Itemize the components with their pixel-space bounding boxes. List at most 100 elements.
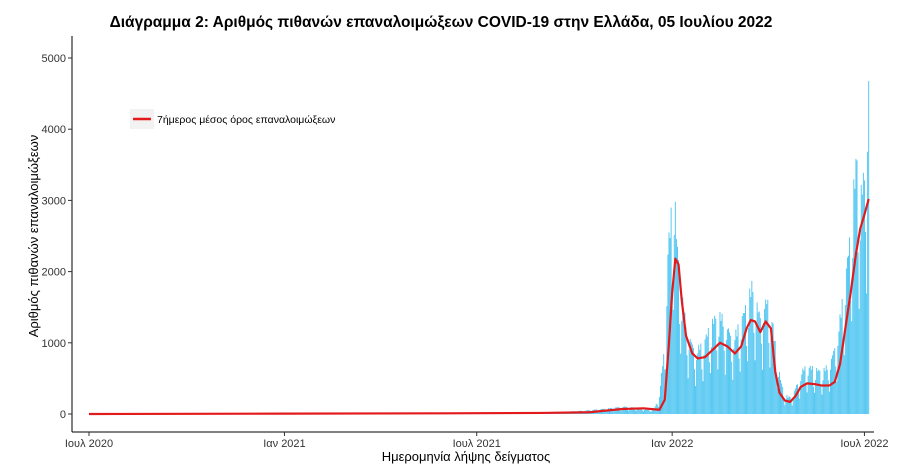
daily-bar — [707, 328, 709, 414]
daily-bar — [747, 361, 749, 414]
daily-bar — [694, 369, 695, 414]
daily-bar — [743, 312, 745, 414]
daily-bar — [727, 328, 729, 414]
daily-bar — [811, 366, 813, 414]
daily-bar — [678, 259, 680, 414]
daily-bar — [735, 329, 737, 414]
daily-bar — [751, 280, 753, 414]
daily-bar — [797, 384, 798, 414]
daily-bar — [866, 293, 868, 414]
daily-bar — [696, 359, 698, 414]
daily-bar — [605, 411, 607, 414]
daily-bar — [753, 332, 755, 414]
daily-bar — [691, 344, 693, 414]
daily-bar — [671, 287, 673, 414]
daily-bar — [723, 350, 725, 414]
daily-bar — [647, 408, 649, 414]
daily-bar — [604, 410, 606, 414]
legend: 7ήμερος μέσος όρος επαναλοιμώξεων — [130, 109, 335, 129]
daily-bar — [688, 349, 690, 414]
y-tick-label: 1000 — [42, 338, 66, 350]
daily-bar — [824, 371, 826, 414]
daily-bar — [805, 383, 807, 414]
daily-bar — [658, 396, 660, 414]
daily-bar — [757, 312, 759, 414]
daily-bar — [597, 411, 599, 414]
daily-bar — [806, 392, 808, 414]
daily-bar — [851, 321, 853, 414]
daily-bar — [769, 367, 771, 414]
daily-bar — [858, 308, 860, 414]
daily-bar — [809, 365, 811, 414]
daily-bar — [711, 347, 712, 414]
daily-bar — [862, 172, 864, 414]
daily-bar — [804, 366, 806, 414]
daily-bar — [859, 240, 861, 414]
daily-bar — [628, 410, 630, 414]
x-axis-title: Ημερομηνία λήψης δείγματος — [382, 449, 551, 464]
daily-bar — [649, 410, 651, 414]
daily-bar — [721, 313, 723, 414]
daily-bar — [775, 376, 777, 414]
daily-bar — [652, 409, 654, 414]
daily-bar — [613, 411, 615, 414]
daily-bar — [816, 368, 818, 414]
daily-bar — [764, 308, 766, 414]
daily-bar — [661, 372, 663, 414]
average-line — [88, 198, 870, 416]
daily-bar — [645, 408, 647, 414]
daily-bar — [726, 329, 728, 414]
daily-bar — [802, 368, 804, 414]
daily-bar — [740, 339, 742, 414]
daily-bar — [794, 388, 796, 414]
daily-bar — [765, 299, 767, 414]
x-tick-label: Ιαν 2022 — [651, 438, 693, 450]
daily-bar — [672, 309, 674, 414]
x-tick-label: Ιουλ 2021 — [453, 438, 501, 450]
daily-bar — [623, 406, 625, 414]
daily-bar — [758, 311, 760, 414]
daily-bar — [773, 340, 775, 414]
daily-bar — [782, 386, 784, 414]
daily-bar — [856, 160, 858, 414]
daily-bar — [845, 268, 847, 414]
daily-bar — [638, 407, 640, 414]
daily-bar — [646, 409, 648, 414]
daily-bar — [836, 381, 838, 414]
daily-bar — [621, 407, 623, 414]
daily-bar — [639, 408, 641, 414]
daily-bar — [663, 354, 665, 414]
daily-bar — [634, 410, 636, 414]
daily-bar — [662, 366, 664, 414]
daily-bar — [732, 379, 734, 414]
daily-bar — [777, 377, 779, 414]
x-tick-label: Ιουλ 2020 — [65, 438, 113, 450]
daily-bar — [650, 411, 652, 414]
daily-bar — [791, 405, 793, 414]
daily-bar — [863, 180, 865, 414]
daily-bar — [822, 380, 824, 414]
daily-bar — [752, 292, 754, 414]
daily-bar — [724, 374, 726, 414]
daily-bar — [712, 318, 714, 414]
daily-bar — [786, 395, 788, 414]
axes-layer: 0 1000 2000 3000 4000 5000 Ιουλ 2020 Ιαν 2021 Ιο… — [42, 36, 889, 450]
daily-bar — [704, 339, 706, 414]
daily-bar — [760, 343, 762, 414]
daily-bar — [667, 254, 669, 414]
daily-bar — [771, 322, 773, 414]
daily-bar — [705, 334, 707, 414]
daily-bar — [766, 303, 768, 414]
daily-bar — [619, 409, 621, 414]
daily-bar — [817, 371, 819, 414]
daily-bar — [683, 318, 685, 414]
daily-bar — [686, 355, 688, 414]
daily-bar — [844, 305, 846, 414]
daily-bar — [618, 407, 620, 414]
daily-bar — [784, 405, 786, 414]
daily-bar — [827, 380, 829, 414]
daily-bar — [703, 354, 705, 414]
daily-bar — [629, 408, 631, 414]
daily-bar — [861, 194, 863, 414]
daily-bar — [810, 369, 812, 414]
